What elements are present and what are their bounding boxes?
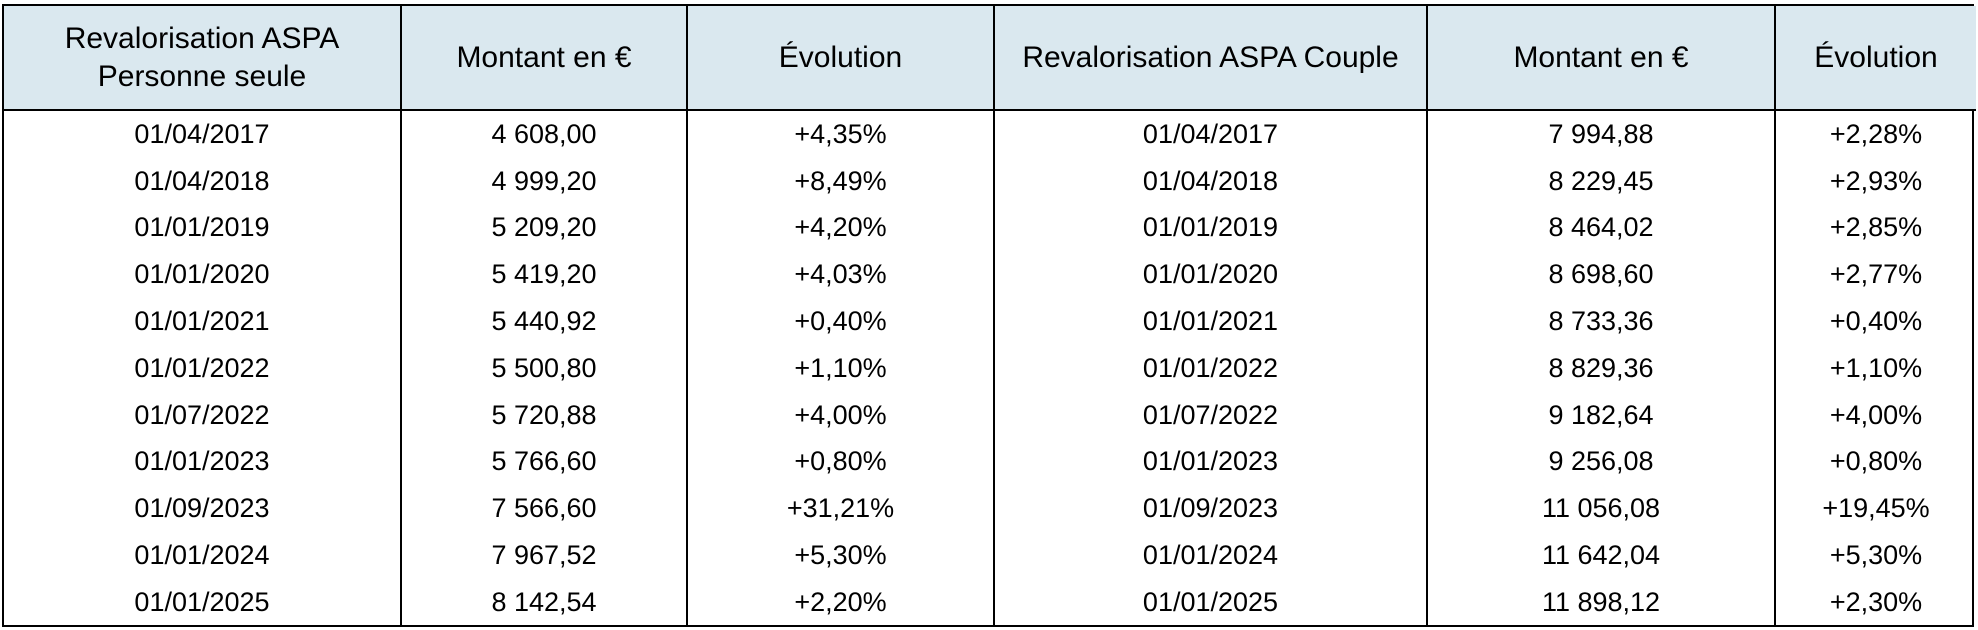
- couple-evolution-cell: +2,93%: [1774, 157, 1976, 205]
- header-row: Revalorisation ASPA Personne seule Monta…: [4, 6, 1976, 111]
- single-person-evolution-cell: +4,20%: [686, 204, 994, 252]
- header-single-person-date: Revalorisation ASPA Personne seule: [4, 6, 401, 111]
- couple-date-cell: 01/04/2018: [993, 157, 1427, 205]
- couple-evolution-cell: +2,77%: [1774, 251, 1976, 299]
- single-person-amount-cell: 5 419,20: [400, 251, 687, 299]
- couple-date-cell: 01/01/2021: [993, 298, 1427, 345]
- single-person-amount-cell: 5 500,80: [400, 344, 687, 392]
- couple-date-cell: 01/01/2022: [993, 344, 1427, 392]
- single-person-evolution-cell: +4,00%: [686, 391, 994, 439]
- couple-amount-cell: 9 182,64: [1426, 391, 1775, 439]
- couple-date-cell: 01/01/2025: [993, 578, 1427, 626]
- table-row: 01/01/2024 7 967,52 +5,30% 01/01/2024 11 642…: [4, 532, 1976, 579]
- couple-date-cell: 01/01/2023: [993, 438, 1427, 486]
- couple-amount-cell: 11 898,12: [1426, 578, 1775, 626]
- couple-evolution-cell: +1,10%: [1774, 344, 1976, 392]
- single-person-amount-cell: 5 209,20: [400, 204, 687, 252]
- couple-date-cell: 01/07/2022: [993, 391, 1427, 439]
- couple-evolution-cell: +2,85%: [1774, 204, 1976, 252]
- single-person-evolution-cell: +31,21%: [686, 485, 994, 533]
- couple-evolution-cell: +19,45%: [1774, 485, 1976, 533]
- couple-date-cell: 01/01/2020: [993, 251, 1427, 299]
- single-person-date-cell: 01/09/2023: [134, 493, 270, 524]
- single-person-date-cell: 01/04/2017: [134, 118, 270, 149]
- single-person-amount-cell: 8 142,54: [400, 578, 687, 626]
- single-person-evolution-cell: +2,20%: [686, 578, 994, 626]
- table-header: Revalorisation ASPA Personne seule Monta…: [4, 6, 1976, 111]
- single-person-date-cell: 01/01/2023: [134, 446, 270, 477]
- single-person-date-cell: 01/01/2020: [134, 259, 270, 290]
- single-person-amount-cell: 4 608,00: [400, 110, 687, 158]
- single-person-date-cell: 01/01/2025: [134, 586, 270, 617]
- aspa-revaluation-table: Revalorisation ASPA Personne seule Monta…: [4, 6, 1976, 626]
- single-person-amount-cell: 4 999,20: [400, 157, 687, 205]
- header-single-person-amount: Montant en €: [400, 6, 687, 111]
- couple-amount-cell: 11 056,08: [1426, 485, 1775, 533]
- table-body: 01/04/2017 4 608,00 +4,35% 01/04/2017 7 994,…: [4, 110, 1976, 626]
- couple-date-cell: 01/01/2024: [993, 532, 1427, 579]
- table-row: 01/01/2021 5 440,92 +0,40% 01/01/2021 8 733,…: [4, 298, 1976, 345]
- single-person-amount-cell: 5 766,60: [400, 438, 687, 486]
- couple-evolution-cell: +4,00%: [1774, 391, 1976, 439]
- table-row: 01/01/2023 5 766,60 +0,80% 01/01/2023 9 256,…: [4, 438, 1976, 486]
- single-person-date-cell: 01/01/2019: [134, 212, 270, 243]
- single-person-date-cell: 01/04/2018: [134, 165, 270, 196]
- table-row: 01/04/2017 4 608,00 +4,35% 01/04/2017 7 994,…: [4, 110, 1976, 158]
- couple-amount-cell: 7 994,88: [1426, 110, 1775, 158]
- couple-date-cell: 01/01/2019: [993, 204, 1427, 252]
- single-person-date-cell: 01/01/2022: [134, 352, 270, 383]
- aspa-table-frame: Revalorisation ASPA Personne seule Monta…: [2, 4, 1976, 627]
- single-person-evolution-cell: +4,03%: [686, 251, 994, 299]
- couple-amount-cell: 11 642,04: [1426, 532, 1775, 579]
- table-row: 01/04/2018 4 999,20 +8,49% 01/04/2018 8 229,…: [4, 157, 1976, 205]
- couple-evolution-cell: +2,28%: [1774, 110, 1976, 158]
- table-row: 01/01/2019 5 209,20 +4,20% 01/01/2019 8 464,…: [4, 204, 1976, 252]
- single-person-evolution-cell: +0,80%: [686, 438, 994, 486]
- single-person-amount-cell: 5 440,92: [400, 298, 687, 345]
- single-person-evolution-cell: +8,49%: [686, 157, 994, 205]
- table-row: 01/07/2022 5 720,88 +4,00% 01/07/2022 9 182,…: [4, 391, 1976, 439]
- table-row: 01/01/2020 5 419,20 +4,03% 01/01/2020 8 698,…: [4, 251, 1976, 299]
- couple-amount-cell: 8 464,02: [1426, 204, 1775, 252]
- single-person-amount-cell: 7 566,60: [400, 485, 687, 533]
- table-row: 01/01/2025 8 142,54 +2,20% 01/01/2025 11 898…: [4, 578, 1976, 626]
- header-single-person-evolution: Évolution: [686, 6, 994, 111]
- table-row: 01/09/2023 7 566,60 +31,21% 01/09/2023 11 05…: [4, 485, 1976, 533]
- single-person-amount-cell: 7 967,52: [400, 532, 687, 579]
- single-person-evolution-cell: +5,30%: [686, 532, 994, 579]
- single-person-date-cell: 01/01/2024: [134, 540, 270, 571]
- couple-evolution-cell: +2,30%: [1774, 578, 1976, 626]
- couple-date-cell: 01/04/2017: [993, 110, 1427, 158]
- couple-evolution-cell: +0,40%: [1774, 298, 1976, 345]
- single-person-evolution-cell: +4,35%: [686, 110, 994, 158]
- table-row: 01/01/2022 5 500,80 +1,10% 01/01/2022 8 829,…: [4, 344, 1976, 392]
- header-couple-date: Revalorisation ASPA Couple: [993, 6, 1427, 111]
- couple-amount-cell: 8 829,36: [1426, 344, 1775, 392]
- header-couple-amount: Montant en €: [1426, 6, 1775, 111]
- couple-evolution-cell: +0,80%: [1774, 438, 1976, 486]
- couple-amount-cell: 8 698,60: [1426, 251, 1775, 299]
- couple-amount-cell: 8 733,36: [1426, 298, 1775, 345]
- couple-amount-cell: 9 256,08: [1426, 438, 1775, 486]
- header-couple-evolution: Évolution: [1774, 6, 1976, 111]
- single-person-evolution-cell: +0,40%: [686, 298, 994, 345]
- single-person-amount-cell: 5 720,88: [400, 391, 687, 439]
- couple-amount-cell: 8 229,45: [1426, 157, 1775, 205]
- single-person-evolution-cell: +1,10%: [686, 344, 994, 392]
- single-person-date-cell: 01/07/2022: [134, 399, 270, 430]
- couple-evolution-cell: +5,30%: [1774, 532, 1976, 579]
- single-person-date-cell: 01/01/2021: [134, 306, 270, 337]
- couple-date-cell: 01/09/2023: [993, 485, 1427, 533]
